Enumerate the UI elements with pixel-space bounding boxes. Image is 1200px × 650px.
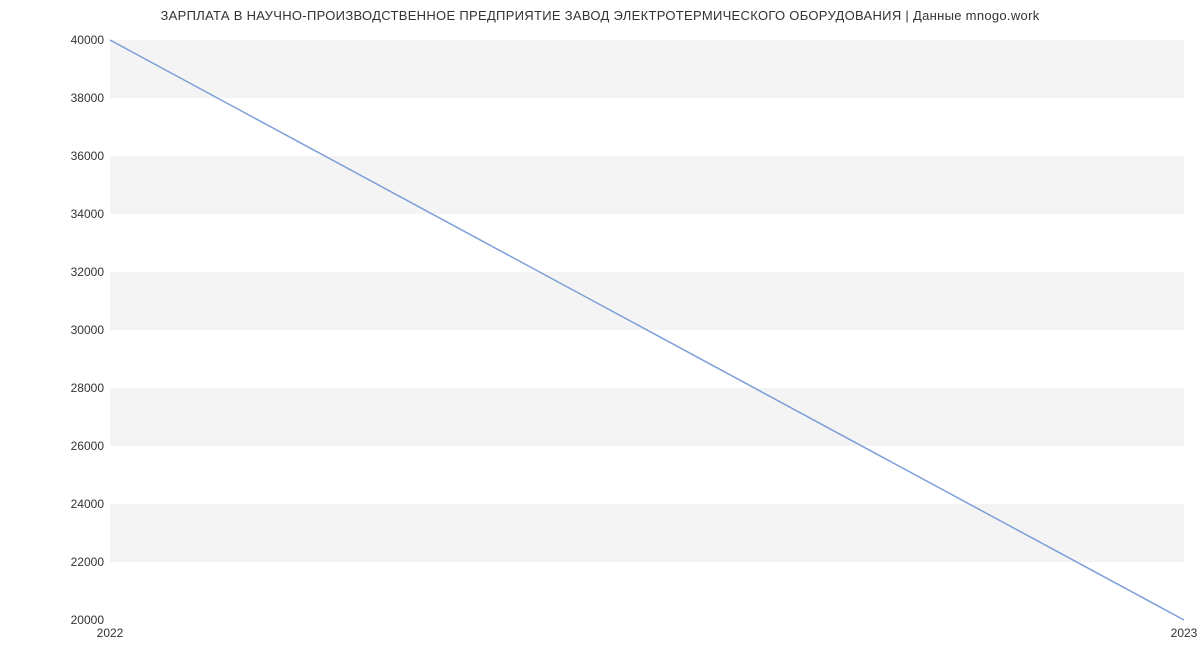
y-tick-label: 24000 [71, 497, 104, 511]
y-tick-label: 28000 [71, 381, 104, 395]
y-tick-label: 20000 [71, 613, 104, 627]
y-tick-label: 26000 [71, 439, 104, 453]
y-tick-label: 36000 [71, 149, 104, 163]
x-tick-label: 2022 [97, 626, 124, 640]
y-tick-label: 40000 [71, 33, 104, 47]
y-tick-label: 22000 [71, 555, 104, 569]
chart-title: ЗАРПЛАТА В НАУЧНО-ПРОИЗВОДСТВЕННОЕ ПРЕДП… [0, 8, 1200, 23]
y-tick-label: 32000 [71, 265, 104, 279]
x-tick-label: 2023 [1171, 626, 1198, 640]
y-tick-label: 34000 [71, 207, 104, 221]
plot-area: 2000022000240002600028000300003200034000… [110, 40, 1184, 620]
line-layer [110, 40, 1184, 620]
y-tick-label: 30000 [71, 323, 104, 337]
series-salary [110, 40, 1184, 620]
y-tick-label: 38000 [71, 91, 104, 105]
